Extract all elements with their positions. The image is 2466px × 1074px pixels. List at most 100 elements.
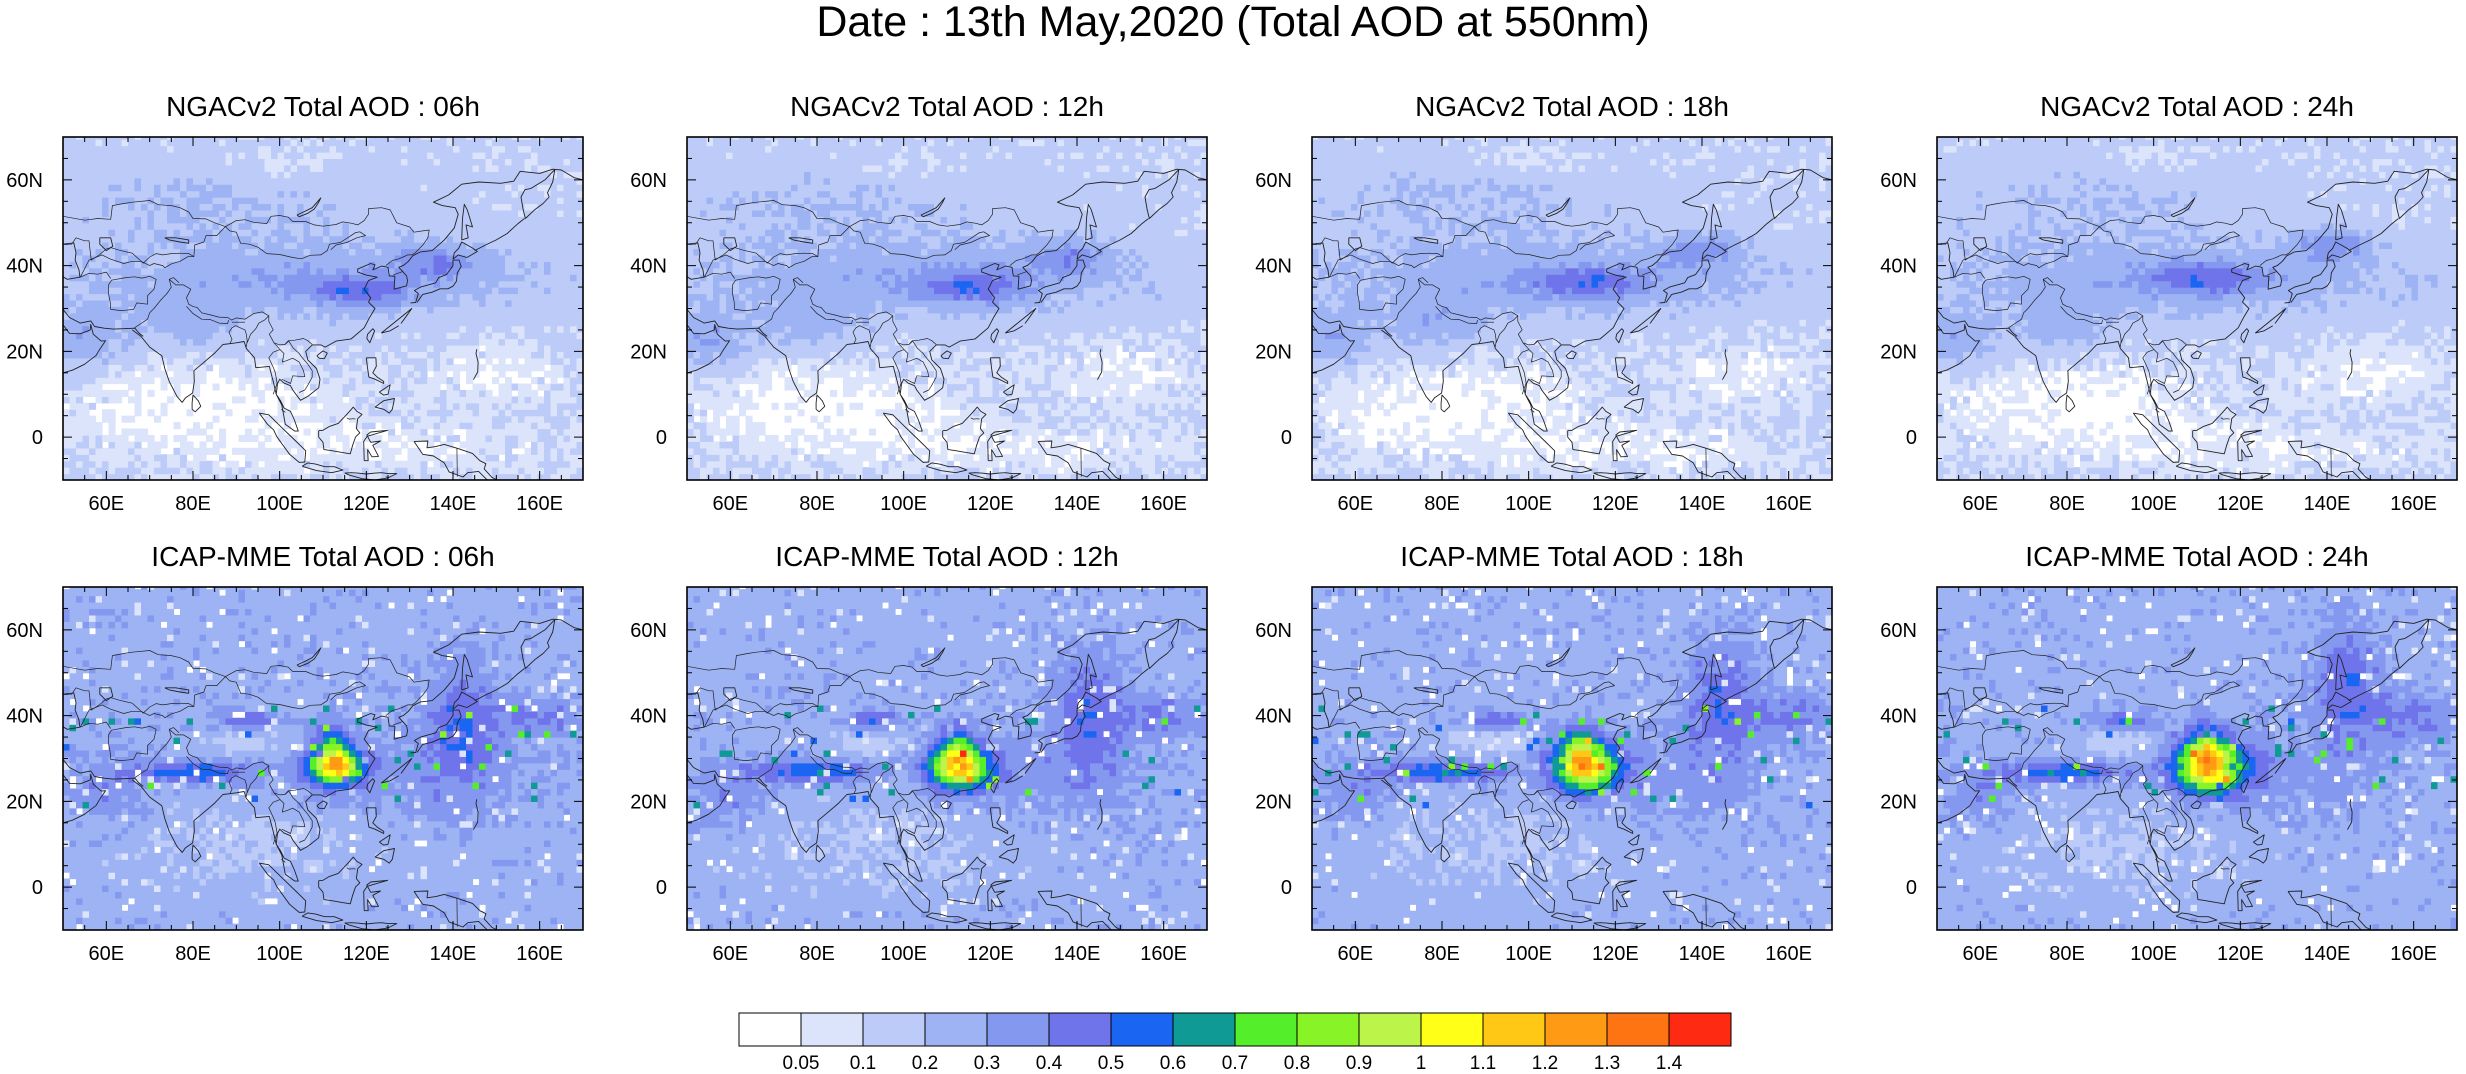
lon-tick-label: 60E (89, 943, 125, 965)
lat-tick-label: 40N (1880, 256, 1917, 278)
lat-tick-label: 0 (656, 877, 667, 899)
colorbar-label: 0.5 (1098, 1054, 1124, 1074)
aod-field (1937, 133, 2458, 481)
lon-tick-label: 100E (880, 943, 927, 965)
lon-tick-label: 80E (175, 943, 211, 965)
lat-tick-label: 20N (1880, 791, 1917, 813)
lon-tick-label: 120E (1592, 943, 1639, 965)
lon-tick-label: 120E (967, 493, 1014, 515)
lon-tick-label: 120E (1592, 493, 1639, 515)
lat-tick-label: 0 (1906, 427, 1917, 449)
panel-title: NGACv2 Total AOD : 12h (687, 92, 1207, 122)
lon-tick-label: 100E (256, 493, 303, 515)
lat-tick-label: 40N (630, 706, 667, 728)
panel-title: ICAP-MME Total AOD : 06h (63, 542, 583, 572)
colorbar-label: 0.8 (1284, 1054, 1310, 1074)
aod-map-panel: 60E80E100E120E140E160E60N40N20N0 (607, 577, 1247, 990)
lon-tick-label: 160E (516, 493, 563, 515)
colorbar-swatch (1297, 1013, 1359, 1046)
aod-field (1312, 583, 1833, 931)
lon-tick-label: 160E (1140, 493, 1187, 515)
lat-tick-label: 20N (630, 791, 667, 813)
colorbar-swatch (739, 1013, 801, 1046)
lon-tick-label: 160E (516, 943, 563, 965)
lon-tick-label: 100E (1505, 493, 1552, 515)
lat-tick-label: 20N (1255, 791, 1292, 813)
colorbar-label: 1.3 (1594, 1054, 1620, 1074)
colorbar-label: 0.3 (974, 1054, 1000, 1074)
lon-tick-label: 120E (2217, 943, 2264, 965)
lon-tick-label: 80E (1424, 493, 1460, 515)
colorbar-swatch (1607, 1013, 1669, 1046)
lat-tick-label: 0 (32, 427, 43, 449)
lon-tick-label: 140E (1054, 943, 1101, 965)
panel-title: ICAP-MME Total AOD : 24h (1937, 542, 2457, 572)
colorbar-label: 1 (1416, 1054, 1427, 1074)
aod-map-panel: 60E80E100E120E140E160E60N40N20N0 (1857, 127, 2466, 540)
colorbar-label: 0.6 (1160, 1054, 1186, 1074)
lat-tick-label: 40N (6, 706, 43, 728)
aod-map-panel: 60E80E100E120E140E160E60N40N20N0 (0, 577, 623, 990)
lon-tick-label: 140E (430, 493, 477, 515)
colorbar-swatch (863, 1013, 925, 1046)
lat-tick-label: 20N (1255, 341, 1292, 363)
lon-tick-label: 100E (2130, 493, 2177, 515)
aod-map-panel: 60E80E100E120E140E160E60N40N20N0 (1232, 127, 1872, 540)
lon-tick-label: 80E (175, 493, 211, 515)
colorbar-swatches (737, 1011, 1733, 1048)
lon-tick-label: 60E (1963, 943, 1999, 965)
lon-tick-label: 120E (343, 943, 390, 965)
lon-tick-label: 100E (2130, 943, 2177, 965)
lat-tick-label: 60N (1880, 170, 1917, 192)
lon-tick-label: 120E (2217, 493, 2264, 515)
lon-tick-label: 80E (1424, 943, 1460, 965)
lon-tick-label: 60E (1963, 493, 1999, 515)
colorbar-swatch (925, 1013, 987, 1046)
lat-tick-label: 0 (1281, 427, 1292, 449)
colorbar-swatch (1049, 1013, 1111, 1046)
aod-map-panel: 60E80E100E120E140E160E60N40N20N0 (1857, 577, 2466, 990)
lon-tick-label: 140E (1679, 493, 1726, 515)
lon-tick-label: 80E (799, 943, 835, 965)
lon-tick-label: 140E (1054, 493, 1101, 515)
lat-tick-label: 40N (630, 256, 667, 278)
colorbar-label: 0.4 (1036, 1054, 1062, 1074)
lon-tick-label: 60E (89, 493, 125, 515)
lat-tick-label: 60N (1255, 620, 1292, 642)
aod-map-panel: 60E80E100E120E140E160E60N40N20N0 (0, 127, 623, 540)
lon-tick-label: 160E (2390, 493, 2437, 515)
colorbar-swatch (1545, 1013, 1607, 1046)
lat-tick-label: 60N (630, 620, 667, 642)
aod-map-panel: 60E80E100E120E140E160E60N40N20N0 (1232, 577, 1872, 990)
panel-title: NGACv2 Total AOD : 24h (1937, 92, 2457, 122)
lat-tick-label: 40N (1255, 256, 1292, 278)
lat-tick-label: 20N (1880, 341, 1917, 363)
lat-tick-label: 60N (6, 170, 43, 192)
lon-tick-label: 140E (1679, 943, 1726, 965)
colorbar-label: 0.7 (1222, 1054, 1248, 1074)
lat-tick-label: 40N (6, 256, 43, 278)
lat-tick-label: 0 (656, 427, 667, 449)
lon-tick-label: 100E (256, 943, 303, 965)
colorbar-swatch (801, 1013, 863, 1046)
colorbar-label: 1.2 (1532, 1054, 1558, 1074)
lat-tick-label: 20N (6, 341, 43, 363)
colorbar-label: 0.05 (783, 1054, 820, 1074)
lat-tick-label: 60N (630, 170, 667, 192)
colorbar-swatch (1483, 1013, 1545, 1046)
lat-tick-label: 20N (630, 341, 667, 363)
colorbar-label: 0.2 (912, 1054, 938, 1074)
lat-tick-label: 20N (6, 791, 43, 813)
lon-tick-label: 60E (713, 493, 749, 515)
lat-tick-label: 40N (1880, 706, 1917, 728)
aod-map-panel: 60E 80E 100E 120E 140E 160E 60N 40N 20N 0 (607, 127, 1247, 540)
lon-tick-label: 120E (967, 943, 1014, 965)
lon-tick-label: 160E (1765, 943, 1812, 965)
lon-tick-label: 80E (799, 493, 835, 515)
lon-tick-label: 80E (2049, 493, 2085, 515)
lon-tick-label: 100E (880, 493, 927, 515)
lon-tick-label: 160E (2390, 943, 2437, 965)
aod-field (63, 133, 584, 481)
colorbar-swatch (1235, 1013, 1297, 1046)
colorbar-label: 1.4 (1656, 1054, 1682, 1074)
